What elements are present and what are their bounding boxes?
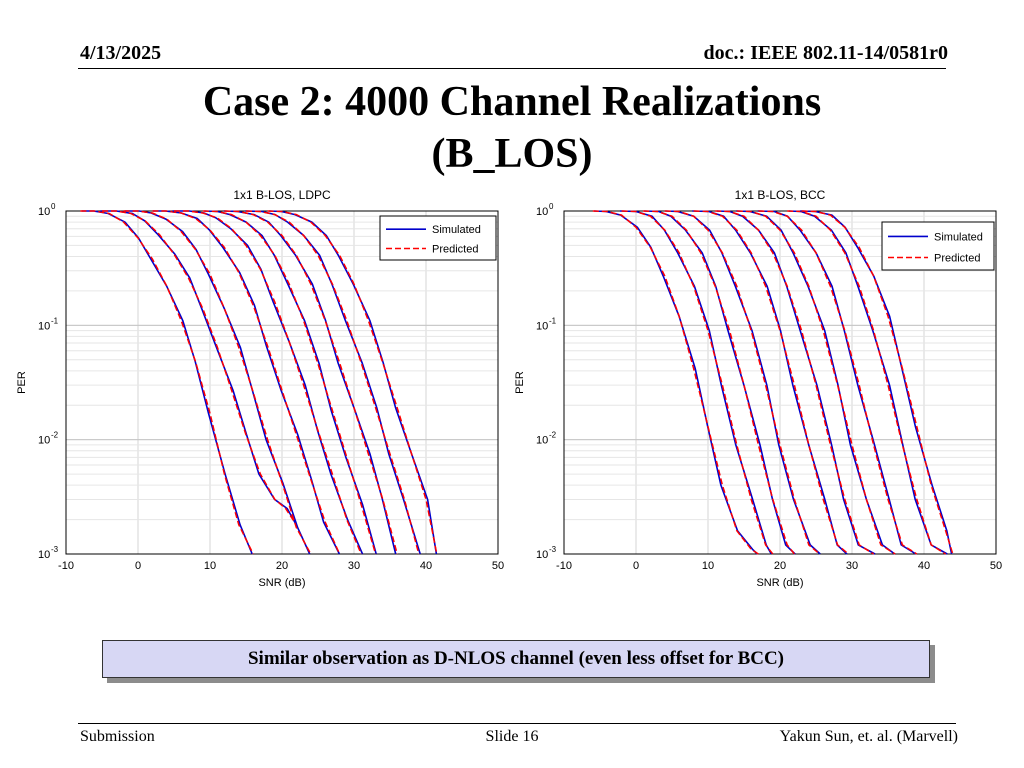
legend-label-predicted: Predicted <box>432 244 478 256</box>
y-tick-label: 10 <box>536 435 548 447</box>
series-predicted-mcs9 <box>801 210 954 555</box>
x-tick-label: 30 <box>348 560 360 572</box>
series-predicted-mcs7 <box>245 210 420 555</box>
x-axis-label: SNR (dB) <box>258 577 305 589</box>
y-tick-exponent: -1 <box>51 316 59 325</box>
series-predicted-mcs4 <box>693 210 849 555</box>
series-simulated-mcs7 <box>245 210 421 555</box>
x-tick-label: 10 <box>204 560 216 572</box>
series-predicted-mcs3 <box>664 210 821 555</box>
x-tick-label: 20 <box>276 560 288 572</box>
legend-label-simulated: Simulated <box>934 231 983 243</box>
legend-label-predicted: Predicted <box>934 253 980 265</box>
series-predicted-mcs1 <box>621 210 774 555</box>
legend-box <box>379 215 497 261</box>
series-predicted-mcs0 <box>592 210 759 555</box>
slide-title: Case 2: 4000 Channel Realizations (B_LOS… <box>0 76 1024 180</box>
chart-title: 1x1 B-LOS, LDPC <box>233 188 331 202</box>
header-doc-id: doc.: IEEE 802.11-14/0581r0 <box>703 42 948 64</box>
series-simulated-mcs1 <box>100 210 297 526</box>
series-predicted-mcs6 <box>736 210 896 555</box>
y-tick-label: 10 <box>536 549 548 561</box>
footer-submission: Submission <box>80 728 155 745</box>
x-tick-label: 40 <box>918 560 930 572</box>
x-tick-label: 30 <box>846 560 858 572</box>
legend-label-simulated: Simulated <box>432 224 481 236</box>
y-tick-exponent: 0 <box>549 202 554 211</box>
footer-rule <box>78 723 956 724</box>
series-simulated-mcs0 <box>593 210 758 555</box>
y-tick-label: 10 <box>38 549 50 561</box>
x-tick-label: 10 <box>702 560 714 572</box>
x-tick-label: 0 <box>135 560 141 572</box>
x-tick-label: -10 <box>556 560 572 572</box>
header-rule <box>78 68 946 69</box>
y-tick-exponent: -3 <box>51 545 59 554</box>
y-axis-label: PER <box>16 371 28 394</box>
x-tick-label: 50 <box>990 560 1002 572</box>
header-date: 4/13/2025 <box>80 42 162 64</box>
series-predicted-mcs6 <box>224 210 398 555</box>
legend: Simulated Predicted <box>881 221 995 271</box>
legend: Simulated Predicted <box>379 215 497 261</box>
y-tick-exponent: -2 <box>549 431 557 440</box>
chart-title: 1x1 B-LOS, BCC <box>735 188 826 202</box>
x-tick-label: -10 <box>58 560 74 572</box>
series-predicted-mcs2 <box>123 210 312 555</box>
series-simulated-mcs5 <box>716 210 876 555</box>
footer-slide-number: Slide 16 <box>485 728 539 745</box>
series-predicted-mcs7 <box>758 210 918 555</box>
series-predicted-mcs5 <box>202 210 377 555</box>
series-predicted-mcs2 <box>643 210 795 555</box>
series-simulated-mcs0 <box>81 210 253 555</box>
footer-author: Yakun Sun, et. al. (Marvell) <box>779 728 958 745</box>
y-tick-label: 10 <box>38 320 50 332</box>
x-tick-label: 50 <box>492 560 504 572</box>
y-tick-label: 10 <box>38 435 50 447</box>
series-predicted-mcs0 <box>80 210 254 555</box>
y-tick-label: 10 <box>536 206 548 218</box>
x-axis-label: SNR (dB) <box>756 577 803 589</box>
observation-callout: Similar observation as D-NLOS channel (e… <box>102 640 930 678</box>
series-simulated-mcs2 <box>644 210 796 555</box>
series-simulated-mcs1 <box>619 210 772 555</box>
series-predicted-mcs3 <box>152 210 341 555</box>
x-tick-label: 20 <box>774 560 786 572</box>
series-predicted-mcs8 <box>267 210 438 555</box>
x-tick-label: 0 <box>633 560 639 572</box>
y-tick-exponent: -1 <box>549 316 557 325</box>
y-tick-label: 10 <box>536 320 548 332</box>
plot-frame <box>563 210 997 555</box>
grid <box>563 210 997 555</box>
y-tick-exponent: 0 <box>51 202 56 211</box>
y-tick-exponent: -3 <box>549 545 557 554</box>
series-predicted-mcs4 <box>174 210 362 555</box>
x-tick-label: 40 <box>420 560 432 572</box>
series-simulated-mcs8 <box>788 210 948 555</box>
legend-box <box>881 221 995 271</box>
series-predicted-mcs1 <box>102 210 298 526</box>
series-predicted-mcs5 <box>715 210 875 555</box>
series-predicted-mcs8 <box>787 210 947 555</box>
y-axis-label: PER <box>514 371 526 394</box>
series-simulated-mcs8 <box>269 210 438 555</box>
grid <box>65 210 499 555</box>
slide-title-line2: (B_LOS) <box>431 131 593 177</box>
slide-title-line1: Case 2: 4000 Channel Realizations <box>202 79 822 125</box>
y-tick-label: 10 <box>38 206 50 218</box>
y-tick-exponent: -2 <box>51 431 59 440</box>
